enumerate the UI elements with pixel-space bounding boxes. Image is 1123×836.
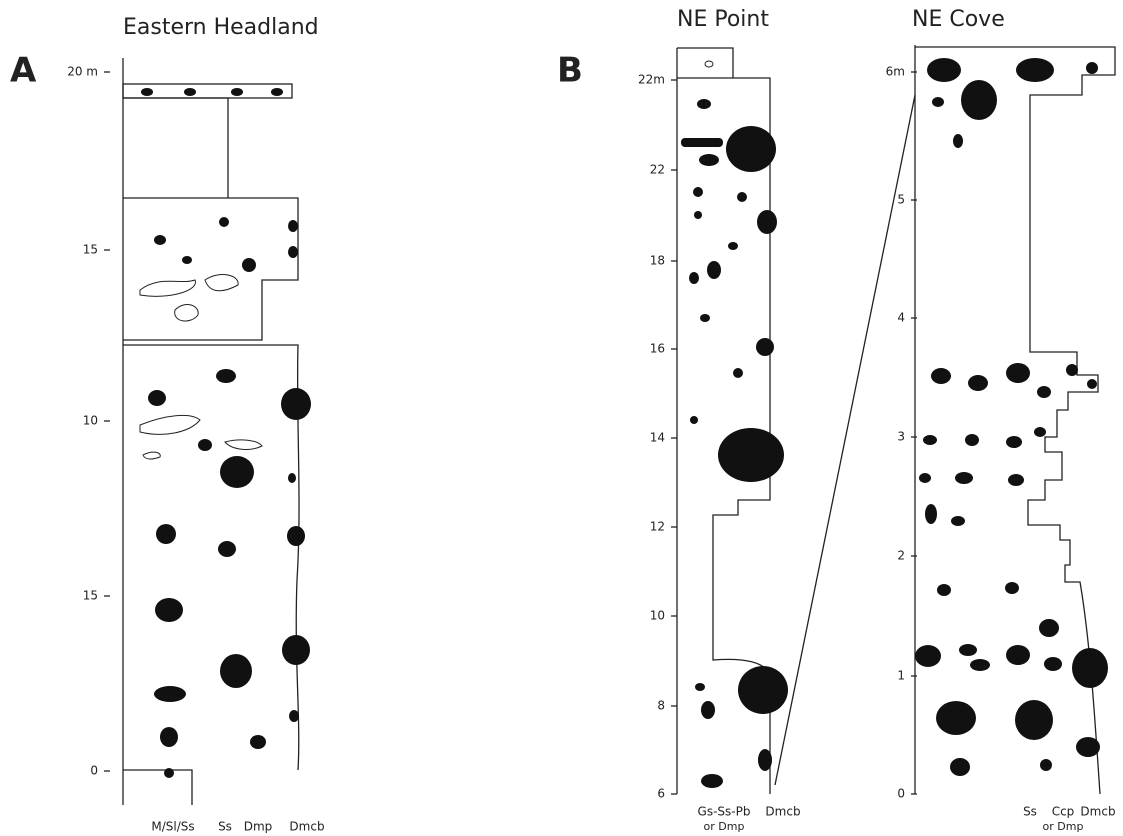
column-title: NE Point	[677, 7, 769, 32]
axis-label: 15	[83, 243, 98, 257]
log-column-ne-point	[676, 47, 788, 794]
log-column-a	[122, 58, 311, 805]
grain-label: Ss	[218, 820, 232, 834]
correlation-line	[774, 94, 916, 786]
grain-label: Dmcb	[289, 820, 324, 834]
axis-label: 22	[650, 163, 665, 177]
grain-label: Ccp	[1052, 805, 1075, 819]
grain-label: Dmp	[244, 820, 273, 834]
axis-label: 0	[90, 764, 98, 778]
axis-label: 4	[897, 311, 905, 325]
axis-label: 1	[897, 669, 905, 683]
axis-label: 5	[897, 193, 905, 207]
axis-label: 20 m	[67, 65, 98, 79]
axis-label: 15	[83, 589, 98, 603]
grain-label: or Dmp	[1043, 820, 1084, 833]
axis-label: 3	[897, 430, 905, 444]
axis-label: 10	[83, 414, 98, 428]
grain-label: M/Sl/Ss	[151, 820, 194, 834]
axis-label: 6	[657, 787, 665, 801]
axis-label: 14	[650, 431, 665, 445]
log-column-ne-cove	[914, 45, 1116, 795]
axis-label: 18	[650, 254, 665, 268]
panel-label: A	[10, 51, 37, 91]
grain-label: Dmcb	[1080, 805, 1115, 819]
grain-label: Ss	[1023, 805, 1037, 819]
axis-label: 22m	[638, 73, 665, 87]
axis-label: 12	[650, 520, 665, 534]
axis-label: 16	[650, 342, 665, 356]
axis-label: 10	[650, 609, 665, 623]
axis-label: 6m	[886, 65, 905, 79]
grain-label: Dmcb	[765, 805, 800, 819]
axis-label: 2	[897, 549, 905, 563]
column-title: NE Cove	[912, 7, 1005, 32]
grain-label: or Dmp	[704, 820, 745, 833]
axis-label: 0	[897, 787, 905, 801]
grain-label: Gs-Ss-Pb	[698, 805, 751, 819]
column-title: Eastern Headland	[123, 15, 319, 40]
axis-label: 8	[657, 699, 665, 713]
panel-label: B	[557, 51, 583, 91]
